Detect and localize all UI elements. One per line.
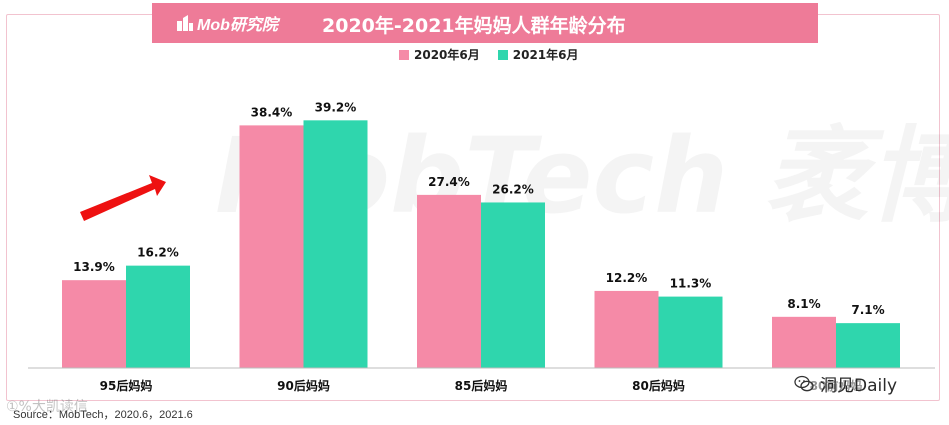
legend-label-2020: 2020年6月: [414, 48, 480, 62]
bar-80-before-2020: [772, 316, 836, 368]
bar-95-2020: [62, 280, 126, 368]
bar-90-2021: [303, 120, 368, 368]
data-label-95-2021: 16.2%: [137, 246, 179, 260]
brand-name: Mob研究院: [197, 17, 278, 34]
chart-title: 2020年-2021年妈妈人群年龄分布: [322, 15, 626, 37]
data-label-80-before-2021: 7.1%: [851, 303, 884, 317]
wechat-account-badge: 洞见Daily: [790, 370, 902, 397]
legend-item-2020: 2020年6月: [399, 46, 480, 63]
data-label-85-2020: 27.4%: [428, 175, 470, 189]
category-label-80: 80后妈妈: [632, 378, 685, 393]
data-label-80-before-2020: 8.1%: [787, 297, 820, 311]
legend-swatch-2021: [497, 49, 508, 60]
legend-item-2021: 2021年6月: [497, 46, 579, 63]
bar-95-2021: [126, 265, 190, 368]
category-label-90: 90后妈妈: [277, 378, 330, 393]
bar-80-before-2021: [836, 323, 900, 368]
account-name: 洞见Daily: [820, 376, 898, 396]
legend: 2020年6月 2021年6月: [399, 46, 579, 63]
bar-85-2021: [481, 202, 545, 368]
data-label-80-2021: 11.3%: [670, 277, 712, 291]
title-bar: Mob研究院 2020年-2021年妈妈人群年龄分布: [152, 3, 818, 43]
legend-swatch-2020: [399, 49, 409, 60]
legend-label-2021: 2021年6月: [512, 48, 579, 62]
trend-arrow-icon: [80, 175, 166, 221]
data-label-90-2021: 39.2%: [315, 100, 357, 114]
bar-80-2021: [658, 296, 723, 368]
mob-logo-icon: [177, 15, 193, 31]
bar-85-2020: [417, 194, 481, 368]
data-label-90-2020: 38.4%: [251, 105, 293, 119]
wechat-icon: [794, 375, 814, 391]
category-label-85: 85后妈妈: [455, 378, 508, 393]
bar-90-2020: [239, 125, 304, 368]
bar-80-2020: [594, 290, 659, 368]
brand-logo: Mob研究院: [176, 11, 278, 35]
data-label-85-2021: 26.2%: [492, 182, 534, 196]
corner-watermark: ①%大凯读信: [6, 399, 88, 415]
data-label-80-2020: 12.2%: [606, 271, 648, 285]
bars-group: [62, 120, 900, 368]
source-note: Source：MobTech，2020.6，2021.6: [13, 409, 193, 421]
category-label-95: 95后妈妈: [100, 378, 153, 393]
data-label-95-2020: 13.9%: [73, 260, 115, 274]
